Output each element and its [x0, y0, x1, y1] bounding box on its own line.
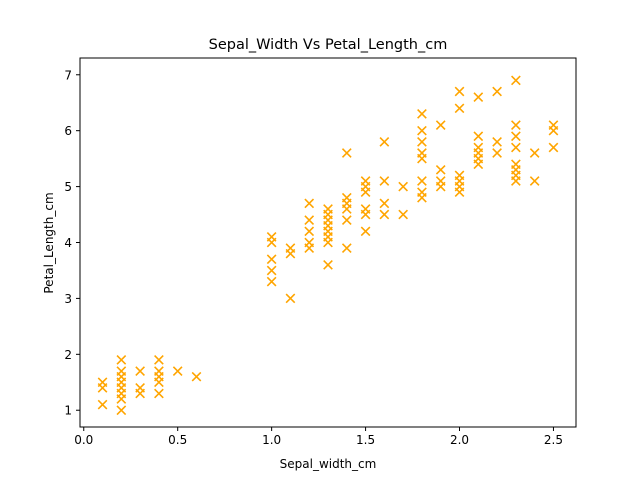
y-tick-label: 1 [64, 404, 72, 418]
y-tick-label: 4 [64, 236, 72, 250]
y-tick-label: 6 [64, 124, 72, 138]
data-point-marker [417, 125, 427, 136]
data-point-marker [511, 142, 521, 153]
data-point-marker [266, 276, 277, 287]
data-point-marker [379, 136, 390, 147]
data-point-marker [172, 366, 183, 376]
data-point-marker [323, 259, 333, 270]
y-tick-label: 7 [64, 68, 72, 82]
data-point-marker [135, 366, 145, 376]
x-tick-label: 0.0 [74, 433, 93, 447]
data-point-marker [454, 103, 465, 114]
data-point-marker [304, 215, 315, 226]
data-point-marker [266, 232, 277, 242]
data-point-marker [529, 176, 540, 186]
data-point-marker [511, 75, 521, 86]
data-point-marker [417, 187, 427, 198]
x-tick-label: 2.5 [544, 433, 563, 447]
data-point-marker [511, 120, 521, 130]
data-point-marker [454, 86, 465, 97]
x-tick-label: 2.0 [450, 433, 469, 447]
data-point-marker [379, 198, 390, 209]
data-point-marker [435, 120, 446, 130]
data-point-marker [398, 209, 409, 220]
data-point-marker [379, 209, 390, 220]
data-point-marker [435, 164, 446, 175]
data-point-marker [492, 148, 502, 158]
data-point-marker [191, 371, 202, 382]
data-point-marker [529, 148, 540, 158]
data-point-marker [454, 170, 465, 181]
data-point-marker [135, 382, 145, 393]
data-point-marker [341, 243, 352, 253]
data-point-marker [473, 142, 484, 153]
data-points [97, 75, 559, 416]
data-point-marker [379, 176, 390, 186]
data-point-marker [548, 142, 559, 153]
data-point-marker [97, 399, 108, 410]
data-point-marker [435, 176, 446, 186]
chart-title: Sepal_Width Vs Petal_Length_cm [209, 37, 448, 53]
y-tick-label: 3 [64, 292, 72, 306]
data-point-marker [154, 366, 164, 376]
data-point-marker [548, 120, 559, 130]
data-point-marker [304, 237, 315, 248]
data-point-marker [341, 215, 352, 226]
data-point-marker [511, 131, 521, 142]
data-point-marker [417, 148, 427, 158]
data-point-marker [323, 204, 333, 214]
data-point-marker [473, 92, 484, 103]
x-tick-label: 1.5 [356, 433, 375, 447]
y-tick-label: 5 [64, 180, 72, 194]
data-point-marker [154, 355, 164, 365]
data-point-marker [97, 377, 108, 388]
data-point-marker [417, 176, 427, 186]
data-point-marker [266, 265, 277, 276]
data-point-marker [341, 192, 352, 203]
data-point-marker [285, 293, 296, 304]
data-point-marker [398, 181, 409, 192]
data-point-marker [492, 86, 502, 97]
y-axis-label: Petal_Length_cm [42, 192, 56, 293]
data-point-marker [417, 136, 427, 147]
x-axis-ticks: 0.0 0.5 1.0 1.5 2.0 2.5 [74, 427, 563, 447]
data-point-marker [116, 355, 127, 365]
plot-frame [79, 57, 577, 428]
y-axis-ticks: 1 2 3 4 5 6 7 [64, 68, 80, 418]
data-point-marker [116, 366, 127, 376]
data-point-marker [417, 109, 427, 119]
x-tick-label: 1.0 [262, 433, 281, 447]
data-point-marker [266, 254, 277, 265]
data-point-marker [360, 176, 371, 186]
y-tick-label: 2 [64, 348, 72, 362]
data-point-marker [304, 198, 315, 209]
data-point-marker [360, 204, 371, 214]
data-point-marker [116, 405, 127, 416]
data-point-marker [341, 148, 352, 158]
data-point-marker [154, 388, 164, 399]
x-tick-label: 0.5 [168, 433, 187, 447]
data-point-marker [360, 226, 371, 237]
data-point-marker [304, 226, 315, 237]
x-axis-label: Sepal_width_cm [280, 457, 377, 471]
data-point-marker [511, 159, 521, 170]
data-point-marker [285, 243, 296, 253]
data-point-marker [473, 131, 484, 142]
data-point-marker [492, 136, 502, 147]
